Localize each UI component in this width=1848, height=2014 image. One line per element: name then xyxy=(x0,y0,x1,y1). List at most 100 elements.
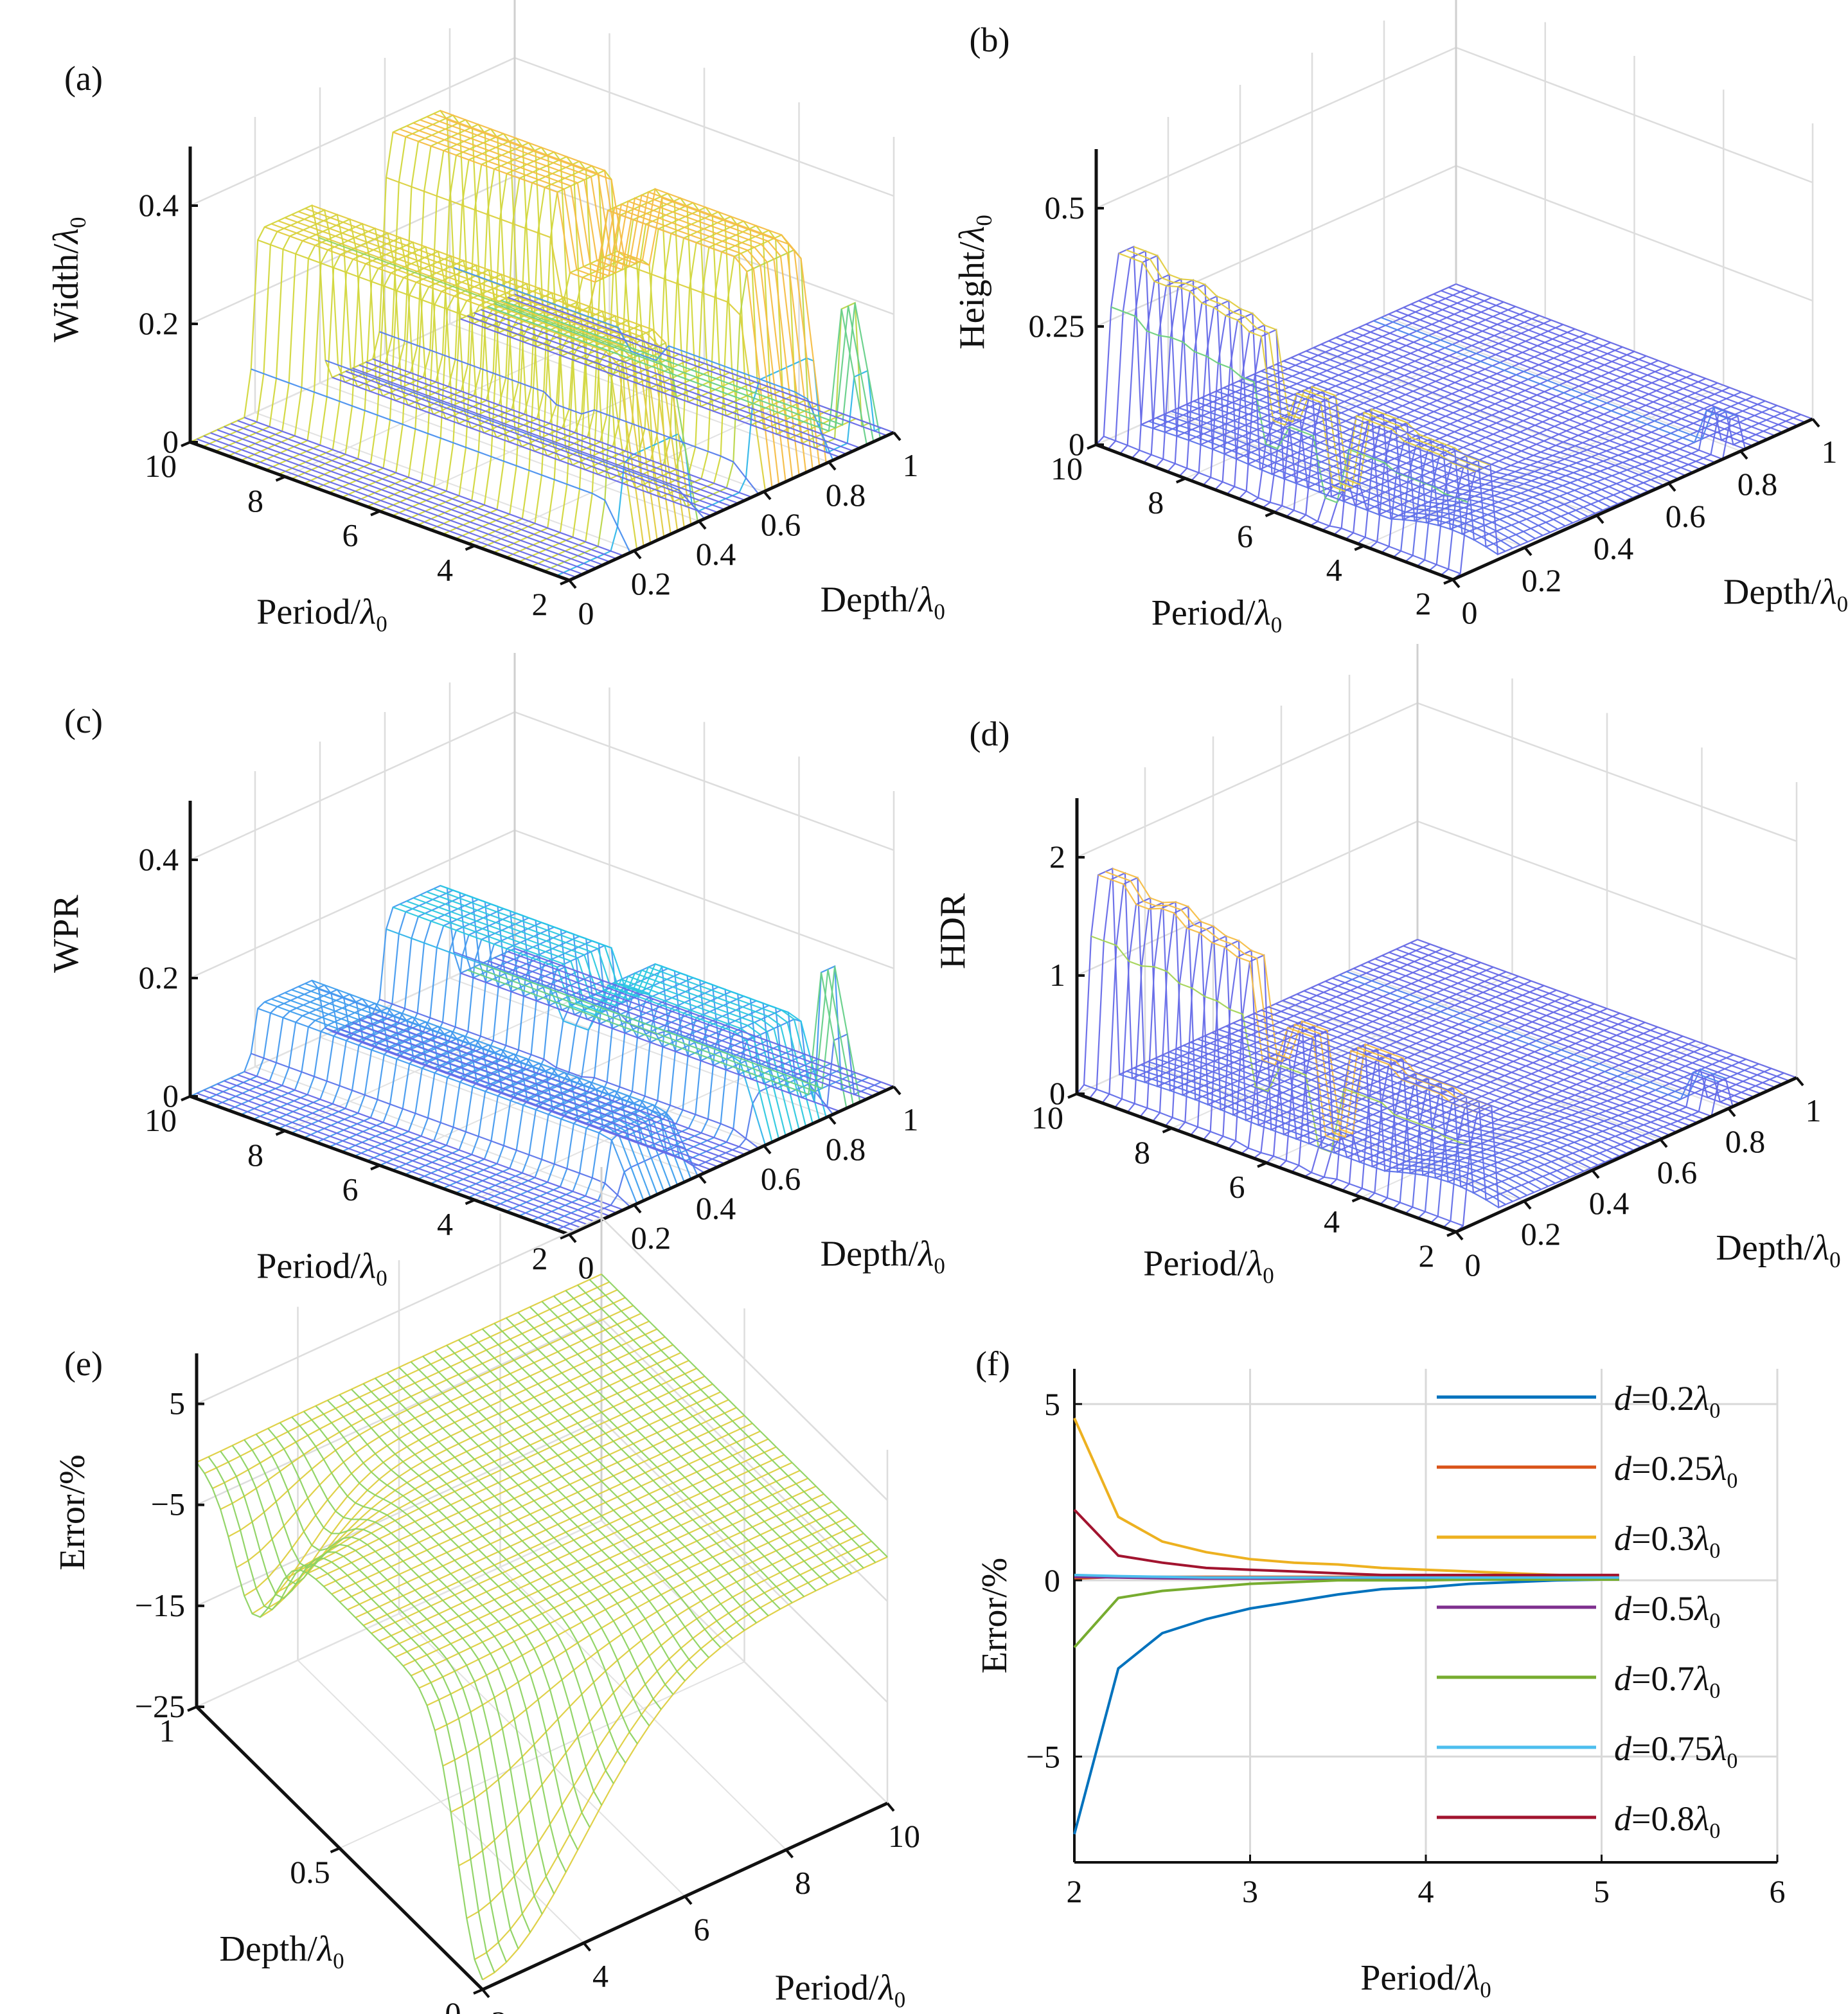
surface-line xyxy=(467,315,847,455)
z-axis-label: WPR xyxy=(46,895,86,973)
y-tick-label: 0.8 xyxy=(826,477,866,513)
surface-line xyxy=(339,373,718,513)
y-tick xyxy=(698,1174,707,1184)
x-tick-label: 8 xyxy=(247,483,263,519)
x-tick-label: 3 xyxy=(1242,1873,1258,1909)
surface-line xyxy=(481,1328,769,1617)
y-tick xyxy=(582,1942,592,1952)
surface-line xyxy=(1216,390,1574,524)
surface-line xyxy=(553,1296,840,1580)
surface-line xyxy=(305,208,685,528)
surface-line xyxy=(1197,1038,1577,1175)
surface-line xyxy=(1225,1025,1606,1163)
x-tick-label: 10 xyxy=(1031,1100,1063,1136)
surface-line xyxy=(312,979,692,1180)
surface-line xyxy=(1105,871,1485,1138)
x-tick-labels: 10 8 6 4 2 xyxy=(1051,443,1453,621)
y-tick-label: 0.6 xyxy=(1666,498,1706,534)
surface-line xyxy=(460,972,840,1112)
surface-line xyxy=(1374,958,1755,1098)
surface-line xyxy=(303,1411,591,1828)
y-tick-label: 6 xyxy=(694,1911,710,1947)
y-tick-label: 0 xyxy=(1044,1562,1060,1598)
y-tick-label: 0.6 xyxy=(761,506,801,542)
z-tick-labels: 0 0.2 0.4 xyxy=(139,187,198,459)
grid-line xyxy=(1455,165,1813,302)
surface-line xyxy=(1239,1019,1620,1157)
y-tick-label: 1 xyxy=(1806,1092,1822,1128)
grid-line xyxy=(319,382,700,522)
surface-line xyxy=(1365,323,1723,460)
x-tick-labels: 10 8 6 4 2 xyxy=(145,441,570,622)
grid-line xyxy=(601,1317,888,1602)
surface-line xyxy=(315,1405,603,1806)
x-tick-label: 0 xyxy=(445,1995,461,2014)
surface-line xyxy=(1218,1028,1599,1166)
surface-line xyxy=(1268,1006,1648,1145)
surface-line xyxy=(375,1377,662,1710)
surface-line xyxy=(467,969,848,1109)
grid-line xyxy=(190,711,515,861)
grid-line xyxy=(1417,702,1797,842)
surface-mesh xyxy=(196,1273,888,1981)
surface-line xyxy=(470,1333,757,1624)
surface-line xyxy=(278,220,658,540)
grid-line xyxy=(449,977,830,1117)
surface-line xyxy=(351,1389,638,1745)
surface-line xyxy=(1373,320,1731,443)
y-axis-label: Depth/λ0 xyxy=(1716,1228,1840,1272)
surface-line xyxy=(1126,1070,1506,1206)
surface-mesh xyxy=(190,109,894,582)
surface-line xyxy=(474,312,854,452)
y-tick xyxy=(698,520,707,530)
y-axis-label: Depth/λ0 xyxy=(821,1234,945,1279)
surface-line xyxy=(291,213,671,535)
y-tick-label: 0.8 xyxy=(1737,466,1778,502)
surface-line xyxy=(318,988,698,1177)
surface-line xyxy=(1126,249,1484,489)
surface-line xyxy=(434,1509,840,1731)
surface-line xyxy=(345,370,725,510)
surface-line xyxy=(508,950,887,1091)
y-tick xyxy=(1727,1107,1736,1118)
surface-line xyxy=(1303,990,1684,1130)
surface-line xyxy=(565,1290,853,1574)
panel-e: 10.50246810−25−15−55Error/%Depth/λ0Perio… xyxy=(53,1167,920,2014)
surface-line xyxy=(197,438,576,578)
surface-line xyxy=(224,1080,603,1220)
y-tick xyxy=(828,461,837,471)
legend-label-5: d=0.75λ0 xyxy=(1614,1729,1737,1773)
y-axis-label: Error/% xyxy=(975,1558,1015,1673)
surface-line xyxy=(1155,417,1513,549)
grid-line xyxy=(384,353,765,492)
y-tick-label: 0 xyxy=(578,595,594,631)
surface-line xyxy=(1133,1067,1513,1202)
surface-line xyxy=(359,364,739,504)
surface-line xyxy=(362,1383,650,1727)
x-axis-label: Period/λ0 xyxy=(256,1247,387,1291)
x-tick-label: 4 xyxy=(437,1206,453,1242)
y-tick-label: 0.8 xyxy=(826,1131,866,1167)
surface-line xyxy=(1208,393,1566,527)
surface-line xyxy=(1403,307,1761,443)
surface-line xyxy=(203,435,583,575)
series-line-0 xyxy=(1073,1578,1619,1835)
grid-line xyxy=(398,1613,686,1897)
grid-line xyxy=(190,829,515,979)
surface-line xyxy=(420,894,800,1130)
surface-line xyxy=(372,358,752,498)
y-tick-label: 1 xyxy=(903,447,919,483)
surface-line xyxy=(413,122,794,479)
series-lines xyxy=(1073,1417,1619,1835)
surface-line xyxy=(1306,350,1664,486)
surface-line xyxy=(1261,370,1619,504)
legend-label-6: d=0.8λ0 xyxy=(1614,1799,1720,1843)
y-tick-label: 0.2 xyxy=(1521,1216,1561,1252)
surface-line xyxy=(1232,1022,1613,1160)
x-tick-label: 10 xyxy=(145,448,177,484)
y-tick-label: 0.4 xyxy=(1594,530,1634,566)
surface-line xyxy=(1353,967,1733,1108)
x-tick-label: 5 xyxy=(1594,1873,1610,1909)
surface-line xyxy=(1403,945,1783,1085)
